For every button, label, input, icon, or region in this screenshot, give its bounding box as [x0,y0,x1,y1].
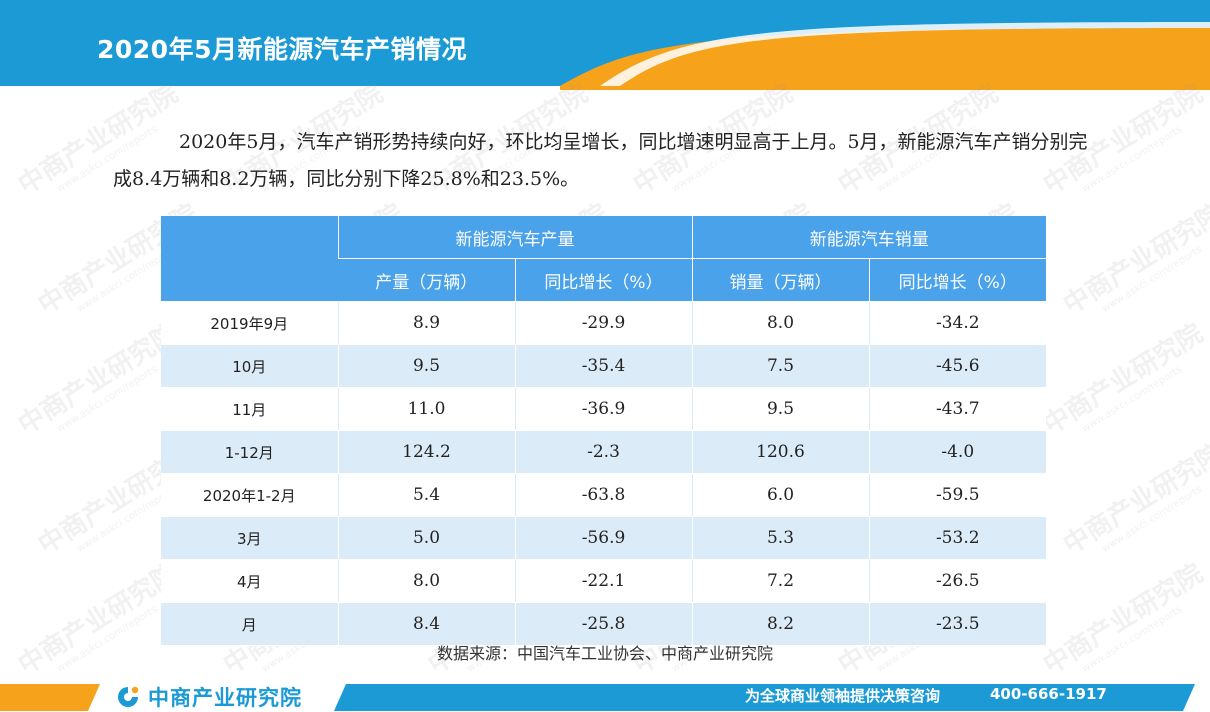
production-yoy-cell: -56.9 [514,516,692,560]
header-swoosh [560,22,1210,90]
production-yoy-cell: -63.8 [514,473,692,517]
footer-logo: 中商产业研究院 [114,682,302,712]
production-cell: 8.0 [337,559,515,603]
sales-cell: 8.2 [691,602,869,646]
sales-cell: 120.6 [691,430,869,474]
sales-cell: 9.5 [691,387,869,431]
footer-orange-band [0,684,100,711]
table-row: 2020年1-2月 5.4 -63.8 6.0 -59.5 [161,473,1046,517]
page-header: 2020年5月新能源汽车产销情况 [0,0,1210,90]
production-yoy-cell: -36.9 [514,387,692,431]
period-cell: 月 [161,602,338,646]
period-cell: 2019年9月 [161,301,338,345]
sales-yoy-cell: -23.5 [868,602,1046,646]
production-yoy-cell: -29.9 [514,301,692,345]
table-row: 2019年9月 8.9 -29.9 8.0 -34.2 [161,301,1046,345]
production-volume-header: 产量（万辆） [338,258,515,302]
sales-yoy-cell: -53.2 [868,516,1046,560]
table-sub-header-row: 产量（万辆） 同比增长（%） 销量（万辆） 同比增长（%） [161,258,1046,302]
sales-cell: 6.0 [691,473,869,517]
sales-cell: 8.0 [691,301,869,345]
table-row: 4月 8.0 -22.1 7.2 -26.5 [161,559,1046,603]
askci-logo-icon [118,686,139,707]
period-cell: 3月 [161,516,338,560]
production-yoy-cell: -22.1 [514,559,692,603]
table-row: 11月 11.0 -36.9 9.5 -43.7 [161,387,1046,431]
period-cell: 4月 [161,559,338,603]
production-group-header: 新能源汽车产量 [337,216,692,259]
footer-bands [0,684,1195,711]
table-row: 1-12月 124.2 -2.3 120.6 -4.0 [161,430,1046,474]
nev-production-sales-table: 新能源汽车产量 新能源汽车销量 产量（万辆） 同比增长（%） 销量（万辆） 同比… [161,216,1046,646]
intro-paragraph: 2020年5月，汽车产销形势持续向好，环比均呈增长，同比增速明显高于上月。5月，… [113,131,1088,190]
table-group-header-row: 新能源汽车产量 新能源汽车销量 [161,216,1046,302]
production-yoy-cell: -25.8 [514,602,692,646]
production-yoy-header: 同比增长（%） [514,258,692,302]
production-yoy-cell: -2.3 [514,430,692,474]
footer-slogan: 为全球商业领袖提供决策咨询 [745,687,941,705]
header-white-stripe [600,22,1210,86]
sales-cell: 5.3 [691,516,869,560]
sales-cell: 7.5 [691,344,869,388]
period-cell: 10月 [161,344,338,388]
sales-yoy-cell: -45.6 [868,344,1046,388]
sales-yoy-header: 同比增长（%） [868,258,1046,302]
period-cell: 2020年1-2月 [161,473,338,517]
sales-yoy-cell: -4.0 [868,430,1046,474]
sales-group-header: 新能源汽车销量 [691,216,1046,259]
sales-volume-header: 销量（万辆） [691,258,869,302]
sales-yoy-cell: -43.7 [868,387,1046,431]
data-source-note: 数据来源：中国汽车工业协会、中商产业研究院 [436,644,773,663]
table-body: 2019年9月 8.9 -29.9 8.0 -34.2 10月 9.5 -35.… [161,301,1046,646]
production-cell: 8.4 [337,602,515,646]
footer-logo-text: 中商产业研究院 [148,686,302,710]
table-row: 3月 5.0 -56.9 5.3 -53.2 [161,516,1046,560]
table-row: 月 8.4 -25.8 8.2 -23.5 [161,602,1046,646]
sales-cell: 7.2 [691,559,869,603]
production-cell: 11.0 [337,387,515,431]
period-cell: 1-12月 [161,430,338,474]
page-title: 2020年5月新能源汽车产销情况 [97,35,467,64]
production-cell: 5.4 [337,473,515,517]
footer-blue-band [334,684,1195,711]
production-cell: 8.9 [337,301,515,345]
production-cell: 5.0 [337,516,515,560]
sales-yoy-cell: -59.5 [868,473,1046,517]
production-cell: 124.2 [337,430,515,474]
period-header-cell [161,216,338,302]
footer-phone: 400-666-1917 [990,685,1107,703]
sales-yoy-cell: -34.2 [868,301,1046,345]
sales-yoy-cell: -26.5 [868,559,1046,603]
period-cell: 11月 [161,387,338,431]
page-footer: 中商产业研究院 为全球商业领袖提供决策咨询 400-666-1917 [0,678,1210,711]
production-cell: 9.5 [337,344,515,388]
table-row: 10月 9.5 -35.4 7.5 -45.6 [161,344,1046,388]
production-yoy-cell: -35.4 [514,344,692,388]
